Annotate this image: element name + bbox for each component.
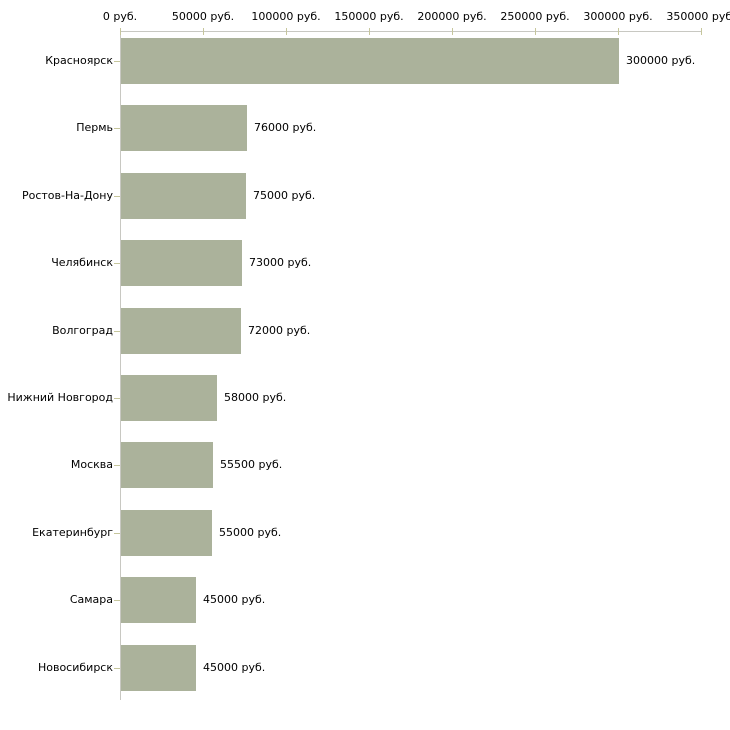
category-label: Самара bbox=[69, 593, 113, 606]
category-label: Екатеринбург bbox=[32, 526, 113, 539]
bar bbox=[121, 105, 247, 151]
bar bbox=[121, 240, 242, 286]
x-tick bbox=[535, 28, 536, 35]
value-label: 45000 руб. bbox=[203, 593, 266, 606]
y-tick bbox=[114, 398, 120, 399]
x-tick-label: 350000 руб. bbox=[666, 10, 730, 23]
y-tick bbox=[114, 533, 120, 534]
category-label: Волгоград bbox=[52, 324, 113, 337]
x-tick-label: 50000 руб. bbox=[171, 10, 235, 23]
bar bbox=[121, 173, 246, 219]
x-tick-label: 250000 руб. bbox=[500, 10, 570, 23]
value-label: 76000 руб. bbox=[254, 121, 317, 134]
value-label: 55500 руб. bbox=[220, 458, 283, 471]
value-label: 45000 руб. bbox=[203, 661, 266, 674]
x-tick bbox=[701, 28, 702, 35]
value-label: 58000 руб. bbox=[224, 391, 287, 404]
y-tick bbox=[114, 128, 120, 129]
category-label: Москва bbox=[70, 458, 113, 471]
bar bbox=[121, 442, 213, 488]
y-tick bbox=[114, 465, 120, 466]
bar bbox=[121, 577, 196, 623]
category-label: Челябинск bbox=[51, 256, 113, 269]
x-tick bbox=[452, 28, 453, 35]
x-tick-label: 150000 руб. bbox=[334, 10, 404, 23]
y-tick bbox=[114, 196, 120, 197]
x-axis-line bbox=[120, 31, 702, 32]
x-tick bbox=[286, 28, 287, 35]
x-tick bbox=[369, 28, 370, 35]
y-tick bbox=[114, 668, 120, 669]
y-tick bbox=[114, 61, 120, 62]
y-tick bbox=[114, 263, 120, 264]
x-tick bbox=[203, 28, 204, 35]
x-tick bbox=[120, 28, 121, 35]
y-axis-line bbox=[120, 31, 121, 700]
value-label: 73000 руб. bbox=[249, 256, 312, 269]
bar bbox=[121, 38, 619, 84]
value-label: 300000 руб. bbox=[626, 54, 696, 67]
bar bbox=[121, 510, 212, 556]
x-tick-label: 100000 руб. bbox=[251, 10, 321, 23]
category-label: Пермь bbox=[76, 121, 113, 134]
y-tick bbox=[114, 331, 120, 332]
y-tick bbox=[114, 600, 120, 601]
x-tick-label: 0 руб. bbox=[102, 10, 138, 23]
bar bbox=[121, 375, 217, 421]
x-tick-label: 300000 руб. bbox=[583, 10, 653, 23]
value-label: 72000 руб. bbox=[248, 324, 311, 337]
category-label: Красноярск bbox=[45, 54, 113, 67]
bar bbox=[121, 645, 196, 691]
value-label: 75000 руб. bbox=[253, 189, 316, 202]
category-label: Ростов-На-Дону bbox=[21, 189, 113, 202]
value-label: 55000 руб. bbox=[219, 526, 282, 539]
x-tick bbox=[618, 28, 619, 35]
x-tick-label: 200000 руб. bbox=[417, 10, 487, 23]
category-label: Новосибирск bbox=[37, 661, 113, 674]
bar bbox=[121, 308, 241, 354]
category-label: Нижний Новгород bbox=[7, 391, 113, 404]
